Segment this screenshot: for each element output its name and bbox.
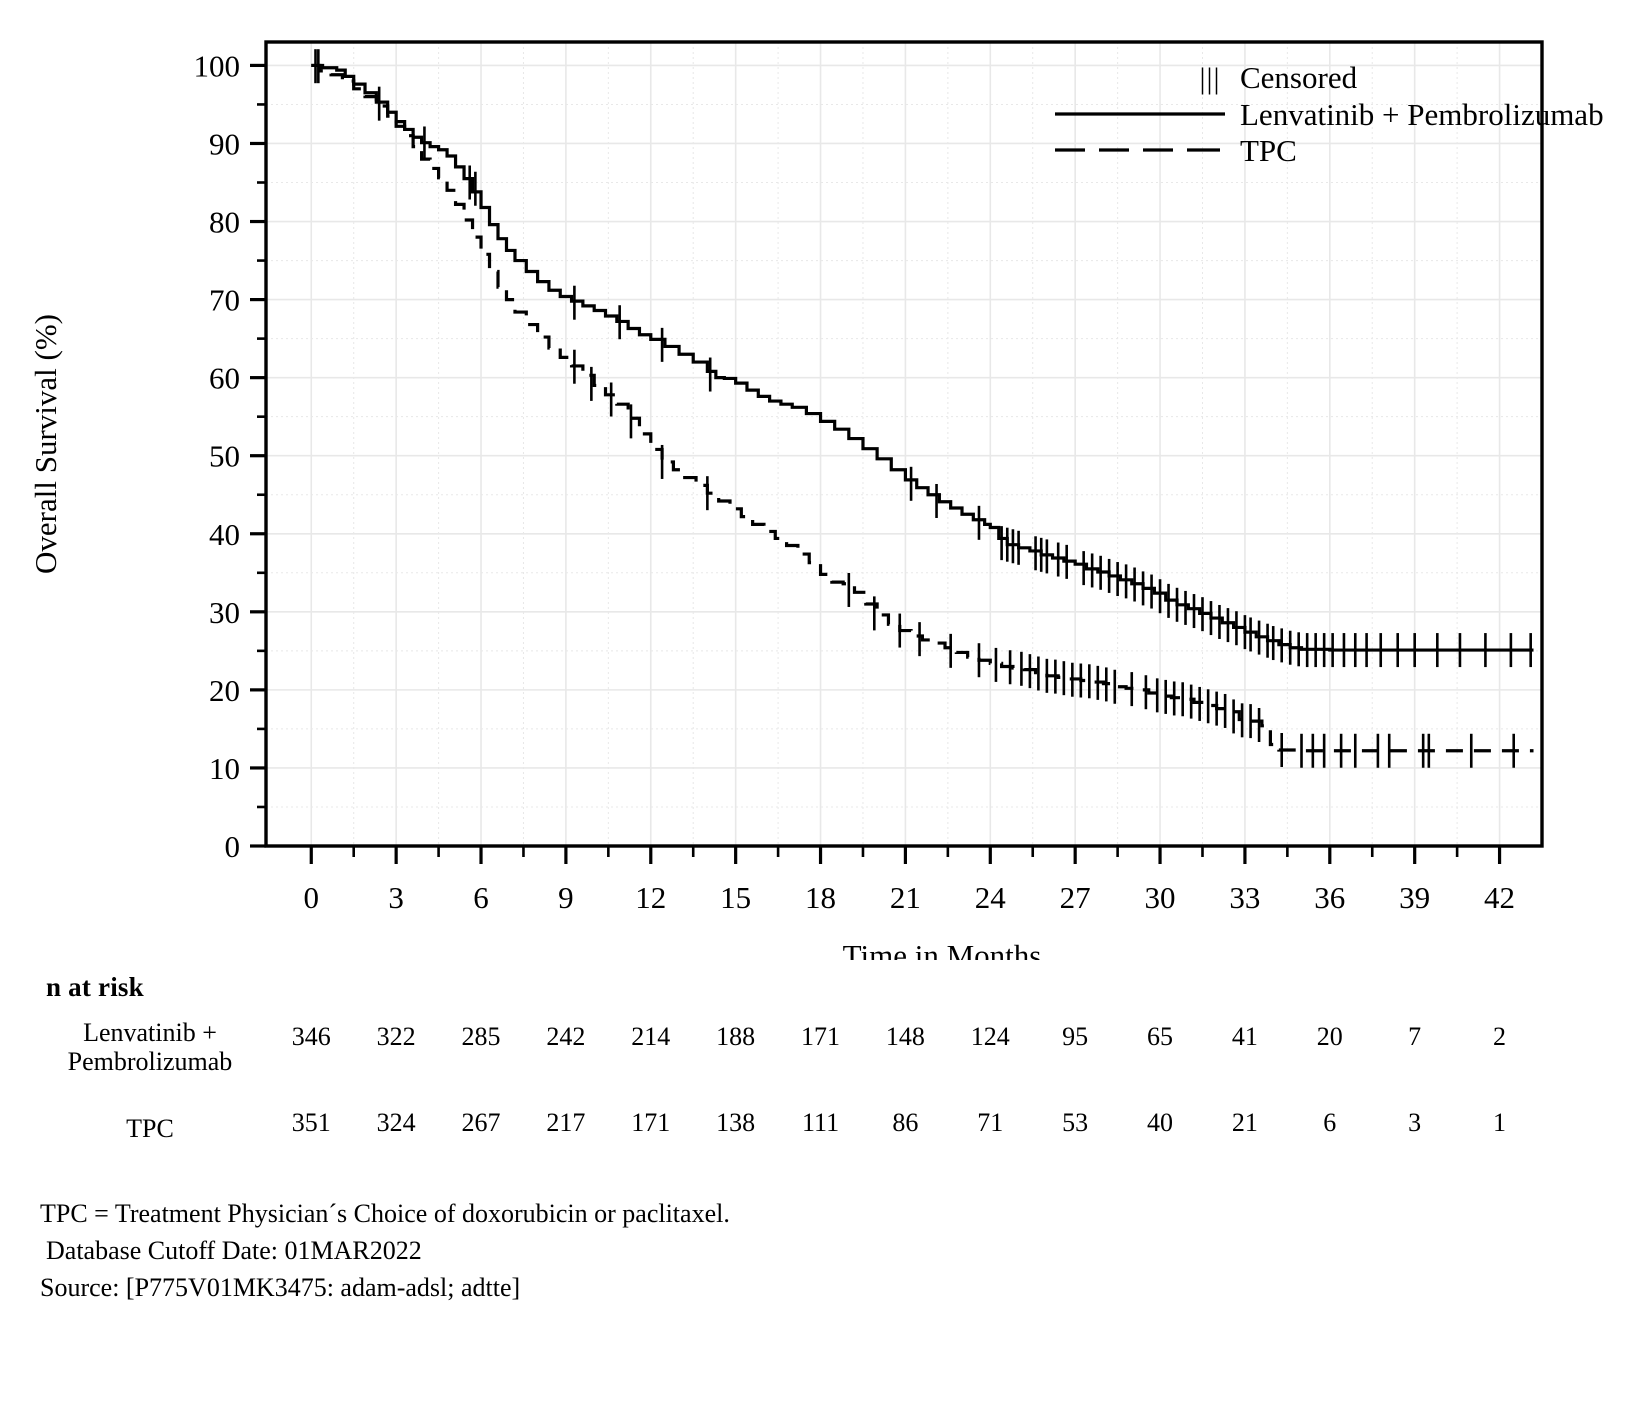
legend-censored-marker: ||| [1199,62,1220,95]
risk-table-row: Lenvatinib + Pembrolizumab 346 322 285 242 2… [0,1018,1650,1082]
x-tick-label: 30 [1145,880,1176,915]
risk-value: 242 [546,1022,586,1051]
x-tick-label: 36 [1314,880,1345,915]
x-tick-label: 39 [1399,880,1430,915]
risk-value: 41 [1231,1022,1258,1051]
risk-value: 285 [461,1022,501,1051]
risk-value: 65 [1147,1022,1174,1051]
risk-value: 71 [977,1108,1004,1137]
risk-value: 188 [716,1022,756,1051]
footnote-cutoff-date: Database Cutoff Date: 01MAR2022 [46,1235,422,1265]
x-tick-label: 12 [635,880,666,915]
y-tick-label: 30 [209,595,240,630]
risk-value: 324 [376,1108,416,1137]
data-layer [311,49,1534,768]
risk-value: 95 [1062,1022,1089,1051]
y-tick-label: 50 [209,439,240,474]
y-tick-label: 0 [225,829,241,864]
risk-table-row: TPC 351 324 267 217 171 138 111 86 71 53 40 21 6 3 1 [0,1108,1650,1168]
risk-value: 148 [885,1022,925,1051]
risk-value: 53 [1062,1108,1089,1137]
risk-value: 351 [291,1108,331,1137]
risk-row-label: Lenvatinib + Pembrolizumab [20,1018,280,1076]
x-tick-label: 15 [720,880,751,915]
risk-table-title: n at risk [46,972,144,1002]
risk-value: 322 [376,1022,416,1051]
x-tick-label: 6 [473,880,489,915]
series-1 [311,49,1534,668]
footnote-tpc-definition: TPC = Treatment Physician´s Choice of do… [40,1199,730,1228]
risk-value: 3 [1408,1108,1422,1137]
grid-lines [266,42,1542,847]
x-tick-label: 9 [558,880,574,915]
x-tick-label: 24 [975,880,1007,915]
risk-value: 20 [1316,1022,1343,1051]
risk-value: 2 [1493,1022,1507,1051]
y-tick-label: 10 [209,751,240,786]
x-tick-label: 21 [890,880,921,915]
risk-row-label: TPC [20,1114,280,1143]
x-tick-label: 18 [805,880,836,915]
y-tick-label: 90 [209,126,240,161]
risk-value: 267 [461,1108,501,1137]
x-tick-label: 3 [388,880,404,915]
x-tick-label: 27 [1060,880,1091,915]
censor-marks [573,349,1516,768]
y-tick-label: 20 [209,673,240,708]
x-axis-title: Time in Months [843,938,1042,960]
survival-curve [311,63,1534,753]
risk-row-values: 346 322 285 242 214 188 171 148 124 95 65 41 20 7 2 [280,1022,1620,1070]
risk-value: 138 [716,1108,756,1137]
x-tick-label: 33 [1229,880,1260,915]
series-2 [311,63,1534,768]
y-tick-label: 70 [209,283,240,318]
x-tick-label: 42 [1484,880,1515,915]
risk-value: 171 [631,1108,671,1137]
y-tick-label: 60 [209,361,240,396]
risk-value: 111 [801,1108,840,1137]
risk-value: 21 [1231,1108,1258,1137]
risk-value: 7 [1408,1022,1422,1051]
risk-row-values: 351 324 267 217 171 138 111 86 71 53 40 21 6 3 1 [280,1108,1620,1156]
risk-value: 346 [291,1022,331,1051]
risk-value: 86 [892,1108,919,1137]
x-tick-label: 0 [304,880,320,915]
risk-value: 1 [1493,1108,1507,1137]
y-axis-title: Overall Survival (%) [28,314,63,574]
risk-row-label-line1: Lenvatinib + [83,1018,217,1047]
legend-series2-label: TPC [1240,133,1297,168]
risk-row-label-line1: TPC [126,1114,174,1143]
risk-value: 6 [1323,1108,1337,1137]
y-tick-label: 100 [194,48,241,83]
risk-value: 124 [970,1022,1010,1051]
risk-value: 40 [1147,1108,1174,1137]
y-tick-label: 80 [209,205,240,240]
survival-curve [311,63,1534,652]
risk-value: 171 [801,1022,841,1051]
legend-censored-label: Censored [1240,60,1358,95]
censor-marks [314,49,1532,668]
footnotes: TPC = Treatment Physician´s Choice of do… [40,1196,1240,1307]
risk-row-label-line2: Pembrolizumab [67,1047,233,1077]
y-tick-label: 40 [209,517,240,552]
axis-labels: Overall Survival (%) Time in Months [28,314,1041,960]
footnote-source: Source: [P775V01MK3475: adam-adsl; adtte… [40,1272,521,1302]
plot-frame [264,40,1544,848]
legend-series1-label: Lenvatinib + Pembrolizumab [1240,97,1604,132]
risk-value: 217 [546,1108,586,1137]
risk-value: 214 [631,1022,671,1051]
